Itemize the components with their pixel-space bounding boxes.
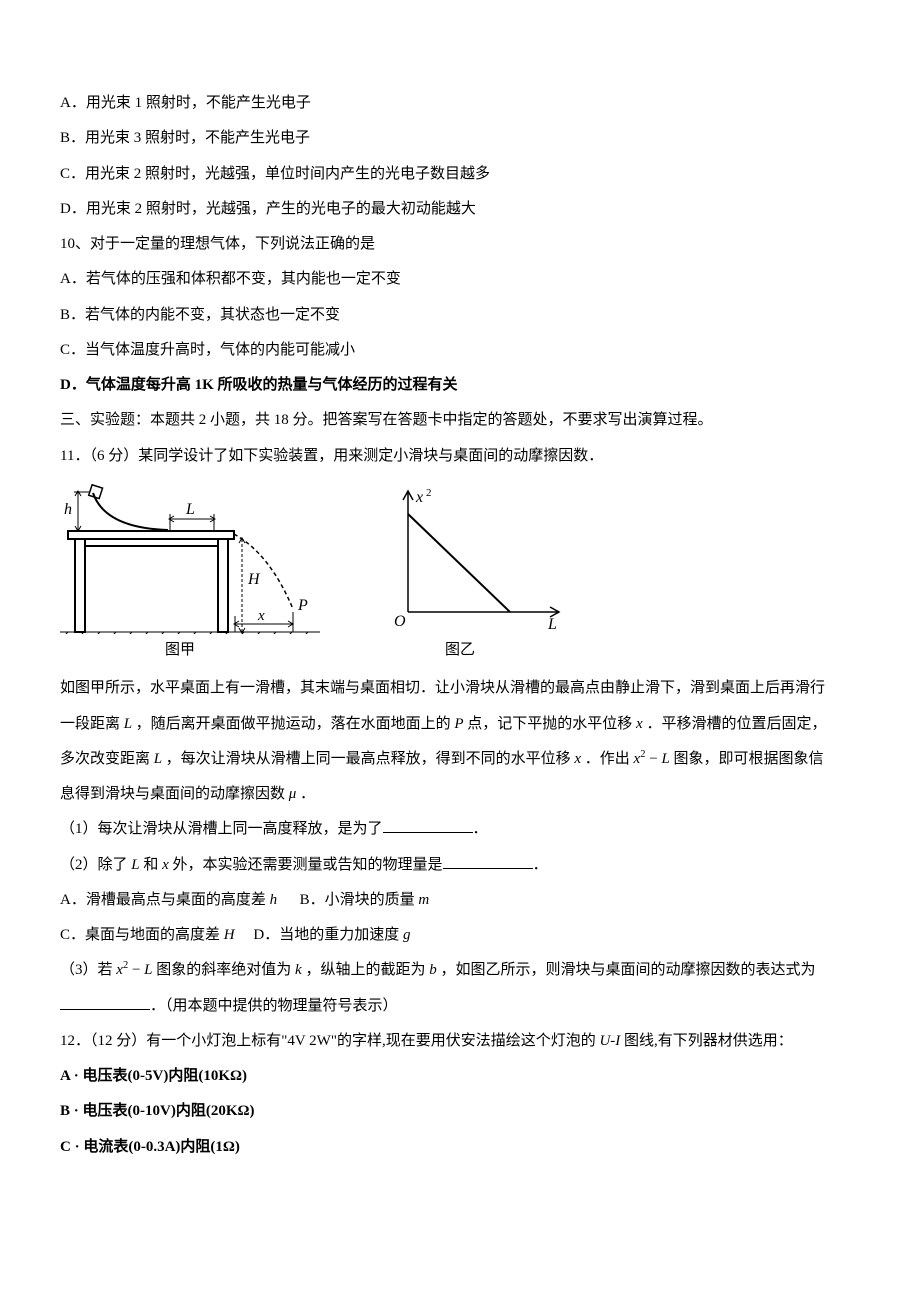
var-x: x xyxy=(632,716,646,732)
figure-captions: 图甲 图乙 xyxy=(60,639,860,662)
text: ，随后离开桌面做平抛运动，落在水面地面上的 xyxy=(136,716,451,732)
fig-b-y-exp: 2 xyxy=(426,487,432,499)
text: ． xyxy=(300,786,315,802)
q11-options-cd: C．桌面与地面的高度差 H D．当地的重力加速度 g xyxy=(60,918,860,953)
figure-b-caption: 图乙 xyxy=(380,639,540,662)
text: 图线,有下列器材供选用： xyxy=(620,1033,793,1049)
text: ，每次让滑块从滑槽上同一最高点释放，得到不同的水平位移 xyxy=(166,751,571,767)
q9-option-c: C．用光束 2 照射时，光越强，单位时间内产生的光电子数目越多 xyxy=(60,157,860,192)
var-b: b xyxy=(425,962,440,978)
q11-options-ab: A．滑槽最高点与桌面的高度差 h B．小滑块的质量 m xyxy=(60,883,860,918)
text: 图象的斜率绝对值为 xyxy=(153,962,292,978)
text: 外，本实验还需要测量或告知的物理量是 xyxy=(169,857,443,873)
q11-para1: 如图甲所示，水平桌面上有一滑槽，其末端与桌面相切．让小滑块从滑槽的最高点由静止滑… xyxy=(60,671,860,706)
q11-option-c: C．桌面与地面的高度差 xyxy=(60,927,220,943)
var-x: x xyxy=(571,751,585,767)
blank xyxy=(383,818,473,833)
expr-x2-L: x2 − L xyxy=(113,962,153,978)
q11-sub3-blank: ．（用本题中提供的物理量符号表示） xyxy=(60,989,860,1024)
q11-para3: 息得到滑块与桌面间的动摩擦因数 μ ． xyxy=(60,777,860,812)
figure-row: h L H x P x 2 L O xyxy=(60,484,860,634)
text: 图象，即可根据图象信 xyxy=(670,751,824,767)
q11-sub1: （1）每次让滑块从滑槽上同一高度释放，是为了 ． xyxy=(60,812,860,847)
q12-option-b: B · 电压表(0-10V)内阻(20KΩ) xyxy=(60,1094,860,1129)
text: ．平移滑槽的位置后固定， xyxy=(646,716,826,732)
text: 12．（12 分）有一个小灯泡上标有"4V 2W"的字样,现在要用伏安法描绘这个… xyxy=(60,1033,599,1049)
fig-b-x-label: L xyxy=(547,616,557,633)
figure-b-svg: x 2 L O xyxy=(380,484,570,634)
text: ．（用本题中提供的物理量符号表示） xyxy=(150,998,398,1014)
text: ，纵轴上的截距为 xyxy=(305,962,425,978)
q10-option-d: D．气体温度每升高 1K 所吸收的热量与气体经历的过程有关 xyxy=(60,368,860,403)
figure-a-svg: h L H x P xyxy=(60,484,320,634)
var-g: g xyxy=(399,927,410,943)
q11-para2: 多次改变距离 L ，每次让滑块从滑槽上同一最高点释放，得到不同的水平位移 x ．… xyxy=(60,742,860,777)
text: 息得到滑块与桌面间的动摩擦因数 xyxy=(60,786,285,802)
text: 如图甲所示，水平桌面上有一滑槽，其末端与桌面相切．让小滑块从滑槽的最高点由静止滑… xyxy=(60,680,825,696)
var-L: L xyxy=(120,716,136,732)
var-mu: μ xyxy=(285,786,300,802)
q11-stem: 11．（6 分）某同学设计了如下实验装置，用来测定小滑块与桌面间的动摩擦因数． xyxy=(60,439,860,474)
q9-option-b: B．用光束 3 照射时，不能产生光电子 xyxy=(60,121,860,156)
fig-b-O-label: O xyxy=(394,613,406,630)
q11-option-a: A．滑槽最高点与桌面的高度差 xyxy=(60,892,266,908)
section3-heading: 三、实验题：本题共 2 小题，共 18 分。把答案写在答题卡中指定的答题处，不要… xyxy=(60,403,860,438)
text: 一段距离 xyxy=(60,716,120,732)
q9-option-a: A．用光束 1 照射时，不能产生光电子 xyxy=(60,86,860,121)
text: ． xyxy=(473,821,488,837)
var-x: x xyxy=(158,857,168,873)
fig-a-x-label: x xyxy=(257,608,265,624)
q11-option-d: D．当地的重力加速度 xyxy=(253,927,399,943)
var-L: L xyxy=(150,751,166,767)
q10-stem: 10、对于一定量的理想气体，下列说法正确的是 xyxy=(60,227,860,262)
q12-stem: 12．（12 分）有一个小灯泡上标有"4V 2W"的字样,现在要用伏安法描绘这个… xyxy=(60,1024,860,1059)
var-L: L xyxy=(128,857,140,873)
text: （2）除了 xyxy=(60,857,128,873)
text: ，如图乙所示，则滑块与桌面间的动摩擦因数的表达式为 xyxy=(440,962,815,978)
text: （1）每次让滑块从滑槽上同一高度释放，是为了 xyxy=(60,821,383,837)
text: ． xyxy=(533,857,548,873)
var-m: m xyxy=(415,892,430,908)
text: 多次改变距离 xyxy=(60,751,150,767)
text: 点，记下平抛的水平位移 xyxy=(464,716,633,732)
expr-x2-L: x2 − L xyxy=(630,751,670,767)
q11-sub3: （3）若 x2 − L 图象的斜率绝对值为 k ，纵轴上的截距为 b ，如图乙所… xyxy=(60,953,860,988)
q12-option-c: C · 电流表(0-0.3A)内阻(1Ω) xyxy=(60,1130,860,1165)
var-H: H xyxy=(220,927,235,943)
var-UI: U-I xyxy=(599,1033,620,1049)
var-P: P xyxy=(451,716,464,732)
fig-a-L-label: L xyxy=(185,501,195,518)
fig-a-P-label: P xyxy=(297,597,308,614)
q10-option-a: A．若气体的压强和体积都不变，其内能也一定不变 xyxy=(60,262,860,297)
blank xyxy=(60,995,150,1010)
var-h: h xyxy=(266,892,277,908)
q11-sub2: （2）除了 L 和 x 外，本实验还需要测量或告知的物理量是 ． xyxy=(60,848,860,883)
blank xyxy=(443,854,533,869)
text: （3）若 xyxy=(60,962,113,978)
q10-option-c: C．当气体温度升高时，气体的内能可能减小 xyxy=(60,333,860,368)
q9-option-d: D．用光束 2 照射时，光越强，产生的光电子的最大初动能越大 xyxy=(60,192,860,227)
q12-option-a: A · 电压表(0-5V)内阻(10KΩ) xyxy=(60,1059,860,1094)
q11-option-b: B．小滑块的质量 xyxy=(300,892,415,908)
text: ．作出 xyxy=(585,751,630,767)
fig-b-y-label: x xyxy=(415,489,423,506)
figure-a-caption: 图甲 xyxy=(60,639,300,662)
var-k: k xyxy=(291,962,305,978)
fig-a-h-label: h xyxy=(64,501,72,518)
text: 和 xyxy=(140,857,159,873)
q10-option-b: B．若气体的内能不变，其状态也一定不变 xyxy=(60,298,860,333)
q11-para1b: 一段距离 L ，随后离开桌面做平抛运动，落在水面地面上的 P 点，记下平抛的水平… xyxy=(60,707,860,742)
fig-a-H-label: H xyxy=(247,571,261,588)
